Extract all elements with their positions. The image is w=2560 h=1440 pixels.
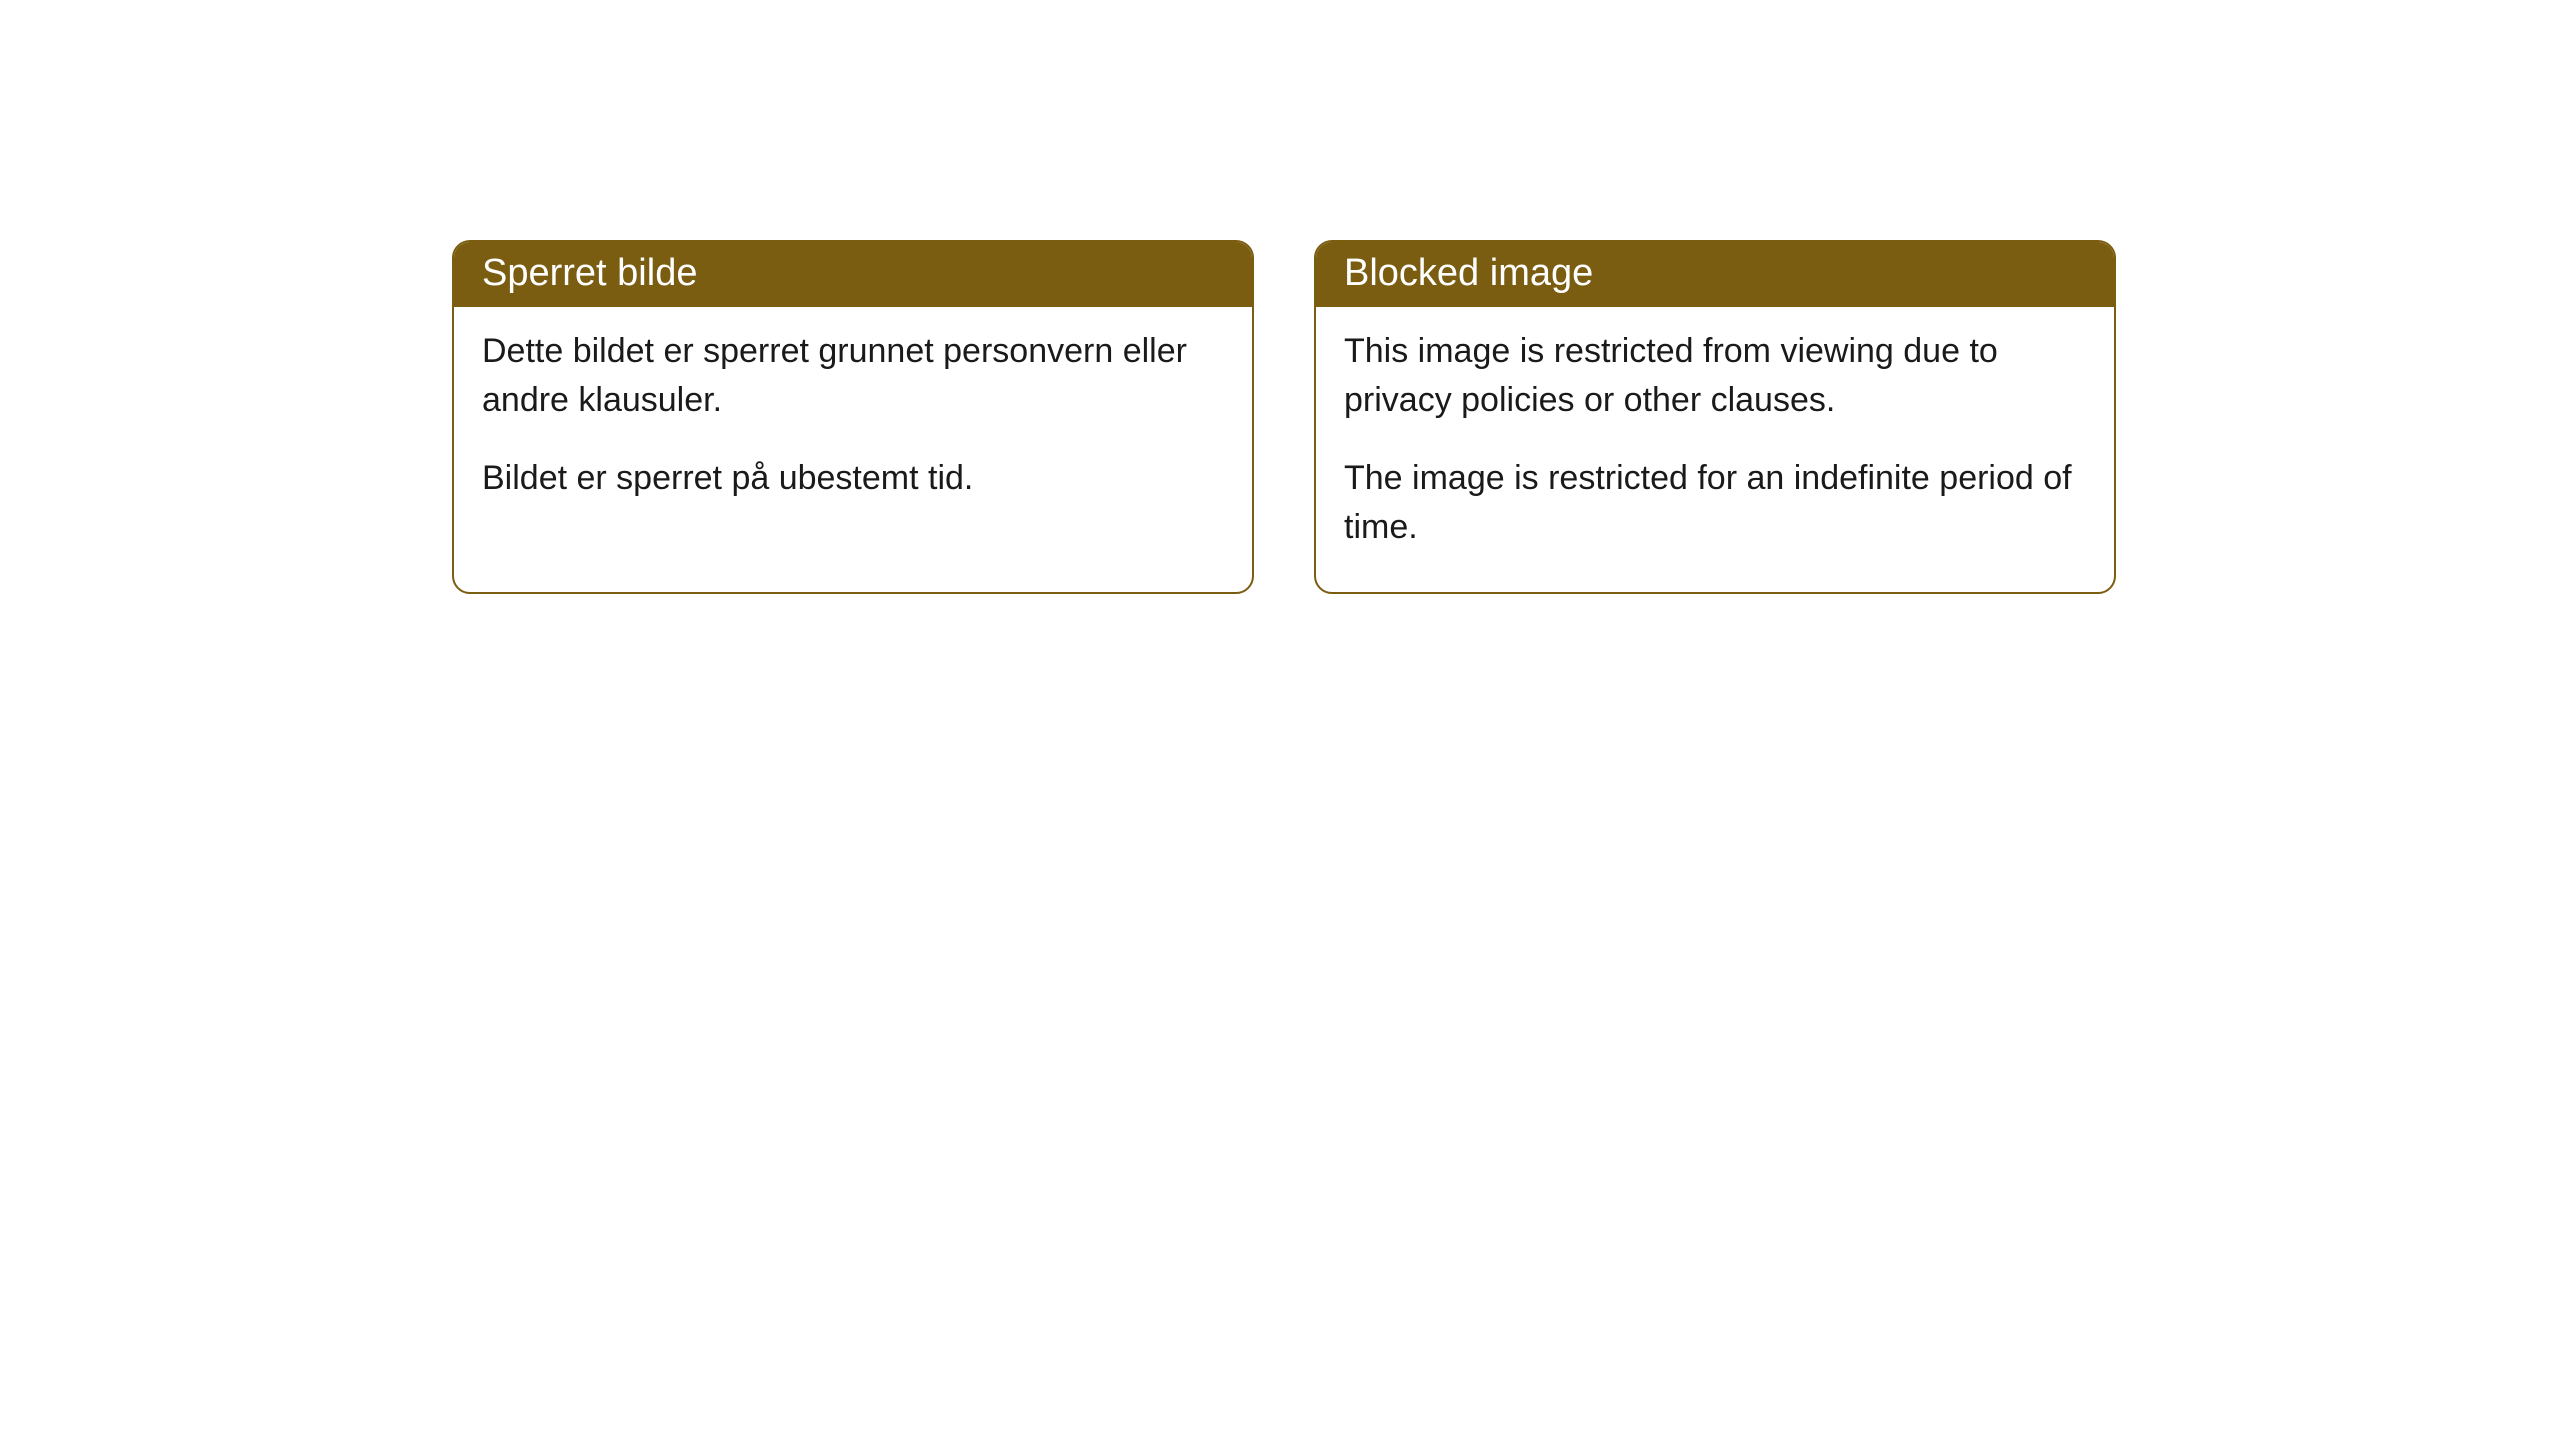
notice-body: This image is restricted from viewing du…: [1316, 307, 2114, 592]
notice-card-english: Blocked image This image is restricted f…: [1314, 240, 2116, 594]
notice-card-norwegian: Sperret bilde Dette bildet er sperret gr…: [452, 240, 1254, 594]
notice-paragraph: Dette bildet er sperret grunnet personve…: [482, 327, 1224, 426]
notice-title: Sperret bilde: [454, 242, 1252, 307]
notice-title: Blocked image: [1316, 242, 2114, 307]
notice-body: Dette bildet er sperret grunnet personve…: [454, 307, 1252, 543]
notice-paragraph: Bildet er sperret på ubestemt tid.: [482, 454, 1224, 503]
notice-container: Sperret bilde Dette bildet er sperret gr…: [0, 0, 2560, 594]
notice-paragraph: The image is restricted for an indefinit…: [1344, 454, 2086, 553]
notice-paragraph: This image is restricted from viewing du…: [1344, 327, 2086, 426]
